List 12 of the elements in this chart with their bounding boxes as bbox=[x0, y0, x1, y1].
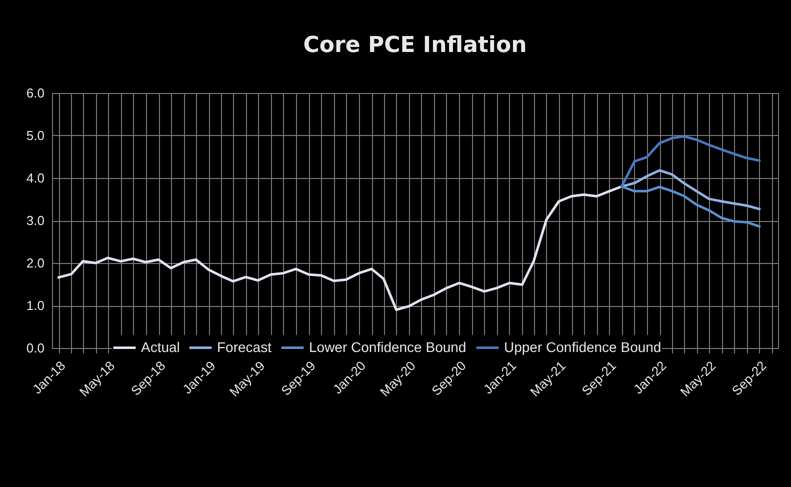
legend-label: Lower Confidence Bound bbox=[309, 338, 466, 355]
y-tick-label: 4.0 bbox=[26, 170, 44, 186]
legend-label: Upper Confidence Bound bbox=[504, 338, 662, 355]
y-tick-label: 0.0 bbox=[26, 340, 44, 356]
y-tick-label: 2.0 bbox=[26, 256, 44, 270]
legend-label: Forecast bbox=[217, 338, 272, 355]
y-tick-label: 3.0 bbox=[26, 213, 44, 228]
legend-label: Actual bbox=[141, 338, 180, 355]
chart-title: Core PCE Inflation bbox=[303, 33, 527, 58]
y-tick-label: 5.0 bbox=[26, 128, 44, 143]
y-tick-label: 1.0 bbox=[26, 298, 44, 313]
y-tick-label: 6.0 bbox=[26, 86, 44, 100]
